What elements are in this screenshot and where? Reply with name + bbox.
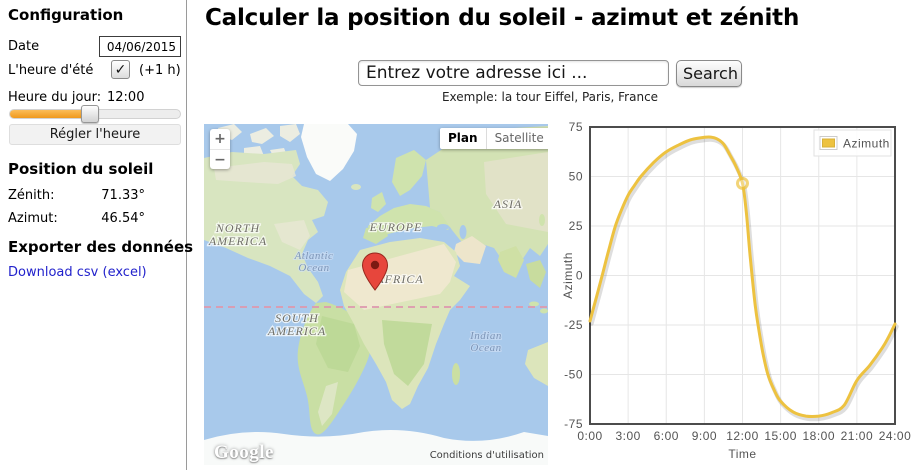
azimuth-label: Azimut: — [8, 211, 58, 226]
map-type-control: Plan Satellite — [440, 128, 548, 149]
checkmark-icon: ✓ — [114, 61, 127, 78]
date-label: Date — [8, 39, 40, 54]
zoom-in-button[interactable]: + — [214, 131, 226, 147]
label-atlantic-ocean: Atlantic — [294, 250, 334, 262]
zoom-out-button[interactable]: − — [210, 149, 230, 170]
azimuth-chart-canvas: 0:00 3:00 6:00 9:00 12:00 15:00 18:00 21:00 24:0… — [561, 120, 912, 461]
svg-text:15:00: 15:00 — [764, 429, 797, 443]
svg-text:75: 75 — [569, 120, 583, 134]
svg-text:0: 0 — [576, 269, 583, 283]
svg-text:Ocean: Ocean — [470, 342, 501, 354]
slider-fill — [10, 110, 90, 118]
svg-text:AMERICA: AMERICA — [267, 324, 326, 338]
azimuth-value: 46.54° — [101, 211, 145, 226]
config-sidebar: Configuration Date L'heure d'été ✓ (+1 h… — [0, 0, 193, 470]
svg-text:0:00: 0:00 — [577, 429, 602, 443]
google-logo[interactable]: Google — [214, 442, 274, 463]
svg-text:-50: -50 — [564, 368, 583, 382]
svg-text:9:00: 9:00 — [692, 429, 717, 443]
map-type-plan-button[interactable]: Plan — [440, 128, 486, 149]
slider-handle[interactable] — [80, 105, 99, 123]
download-csv-link[interactable]: Download csv (excel) — [8, 265, 147, 280]
hour-label: Heure du jour: — [8, 90, 102, 105]
svg-text:-75: -75 — [564, 417, 583, 431]
address-input[interactable] — [358, 60, 669, 86]
svg-text:24:00: 24:00 — [879, 429, 912, 443]
svg-text:18:00: 18:00 — [802, 429, 835, 443]
map-marker[interactable] — [361, 252, 389, 291]
svg-text:AMERICA: AMERICA — [208, 234, 267, 248]
svg-text:Ocean: Ocean — [298, 262, 329, 274]
label-south-america: SOUTH — [275, 311, 319, 325]
svg-text:6:00: 6:00 — [654, 429, 679, 443]
search-button[interactable]: Search — [676, 60, 742, 87]
svg-text:Azimuth: Azimuth — [843, 137, 890, 151]
config-heading: Configuration — [8, 6, 124, 24]
date-input[interactable] — [99, 36, 181, 57]
label-africa: AFRICA — [375, 272, 423, 286]
svg-text:25: 25 — [569, 219, 583, 233]
search-example-hint: Exemple: la tour Eiffel, Paris, France — [441, 90, 659, 104]
dst-suffix: (+1 h) — [139, 63, 181, 78]
map-canvas: NORTH AMERICA SOUTH AMERICA EUROPE AFRIC… — [204, 124, 548, 465]
svg-text:21:00: 21:00 — [841, 429, 874, 443]
label-asia: ASIA — [493, 197, 523, 211]
label-europe: EUROPE — [369, 220, 423, 234]
set-time-button[interactable]: Régler l'heure — [9, 124, 181, 145]
svg-text:-25: -25 — [564, 318, 583, 332]
svg-text:Azimuth: Azimuth — [563, 252, 575, 299]
map-type-satellite-button[interactable]: Satellite — [485, 128, 548, 149]
dst-checkbox[interactable]: ✓ — [111, 60, 130, 79]
page-title: Calculer la position du soleil - azimut … — [205, 5, 800, 31]
azimuth-chart: 0:00 3:00 6:00 9:00 12:00 15:00 18:00 21:00 24:0… — [561, 110, 913, 470]
position-heading: Position du soleil — [8, 160, 154, 178]
dst-label: L'heure d'été — [8, 63, 94, 78]
zenith-label: Zénith: — [8, 188, 55, 203]
label-indian-ocean: Indian — [469, 330, 502, 342]
map-terms-link[interactable]: Conditions d'utilisation — [429, 450, 544, 461]
export-heading: Exporter des données — [8, 238, 194, 256]
time-slider[interactable] — [9, 105, 181, 123]
svg-text:50: 50 — [569, 170, 583, 184]
hour-value: 12:00 — [107, 90, 145, 105]
label-north-america: NORTH — [215, 221, 261, 235]
svg-text:3:00: 3:00 — [615, 429, 640, 443]
svg-text:Time: Time — [728, 447, 756, 461]
svg-text:12:00: 12:00 — [726, 429, 759, 443]
map-zoom-control: + − — [210, 129, 230, 169]
zenith-value: 71.33° — [101, 188, 145, 203]
world-map[interactable]: NORTH AMERICA SOUTH AMERICA EUROPE AFRIC… — [204, 124, 548, 465]
